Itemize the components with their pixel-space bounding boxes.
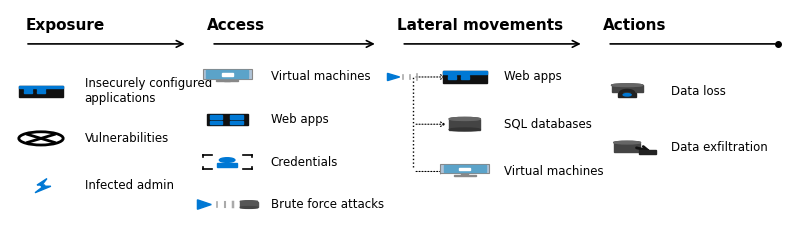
Bar	[611, 85, 642, 92]
Bar	[19, 86, 63, 88]
Bar	[210, 115, 222, 119]
Bar	[24, 91, 32, 93]
Ellipse shape	[449, 128, 480, 131]
Text: Data exfiltration: Data exfiltration	[671, 141, 767, 154]
Text: Virtual machines: Virtual machines	[505, 165, 604, 178]
Bar	[443, 71, 487, 74]
Bar	[37, 91, 45, 93]
Ellipse shape	[240, 206, 258, 208]
Text: Access: Access	[207, 18, 265, 33]
Polygon shape	[388, 73, 400, 81]
Bar	[230, 121, 243, 125]
Bar	[462, 173, 468, 175]
Bar	[459, 168, 470, 170]
Ellipse shape	[614, 141, 641, 144]
Bar	[210, 121, 222, 125]
Text: Actions: Actions	[603, 18, 667, 33]
Bar	[443, 164, 486, 172]
Bar	[461, 73, 469, 75]
Bar	[221, 73, 232, 76]
Text: Insecurely configured
applications: Insecurely configured applications	[84, 77, 212, 105]
Bar	[240, 201, 258, 207]
Circle shape	[19, 132, 63, 145]
Bar	[203, 69, 252, 79]
Text: SQL databases: SQL databases	[505, 118, 592, 131]
Polygon shape	[217, 163, 237, 167]
Ellipse shape	[449, 117, 480, 120]
Bar	[443, 71, 487, 83]
Bar	[37, 87, 45, 90]
Bar	[24, 87, 32, 90]
Text: Data loss: Data loss	[671, 85, 726, 98]
Text: Brute force attacks: Brute force attacks	[271, 198, 384, 211]
Polygon shape	[35, 179, 51, 193]
Text: Web apps: Web apps	[271, 113, 329, 126]
Bar	[639, 150, 656, 154]
Ellipse shape	[614, 141, 641, 144]
Text: Credentials: Credentials	[271, 156, 338, 168]
Bar	[224, 79, 231, 81]
Text: Lateral movements: Lateral movements	[397, 18, 564, 33]
Bar	[448, 73, 456, 75]
Bar	[614, 142, 641, 152]
Ellipse shape	[240, 201, 258, 202]
Ellipse shape	[611, 84, 642, 87]
Text: Web apps: Web apps	[505, 71, 562, 83]
Ellipse shape	[449, 117, 480, 120]
Circle shape	[220, 158, 235, 162]
Bar	[448, 76, 456, 79]
Bar	[230, 115, 243, 119]
Polygon shape	[197, 200, 211, 209]
Bar	[206, 114, 248, 125]
Bar	[19, 86, 63, 97]
Ellipse shape	[611, 84, 642, 87]
Bar	[449, 119, 480, 130]
Bar	[440, 163, 490, 174]
Text: Virtual machines: Virtual machines	[271, 71, 370, 83]
Text: Vulnerabilities: Vulnerabilities	[84, 132, 169, 145]
Circle shape	[623, 94, 631, 96]
Text: Exposure: Exposure	[25, 18, 104, 33]
Bar	[216, 80, 238, 81]
Bar	[461, 76, 469, 79]
Text: Infected admin: Infected admin	[84, 179, 174, 192]
Bar	[206, 70, 248, 78]
Bar	[618, 93, 636, 97]
Bar	[454, 175, 476, 176]
